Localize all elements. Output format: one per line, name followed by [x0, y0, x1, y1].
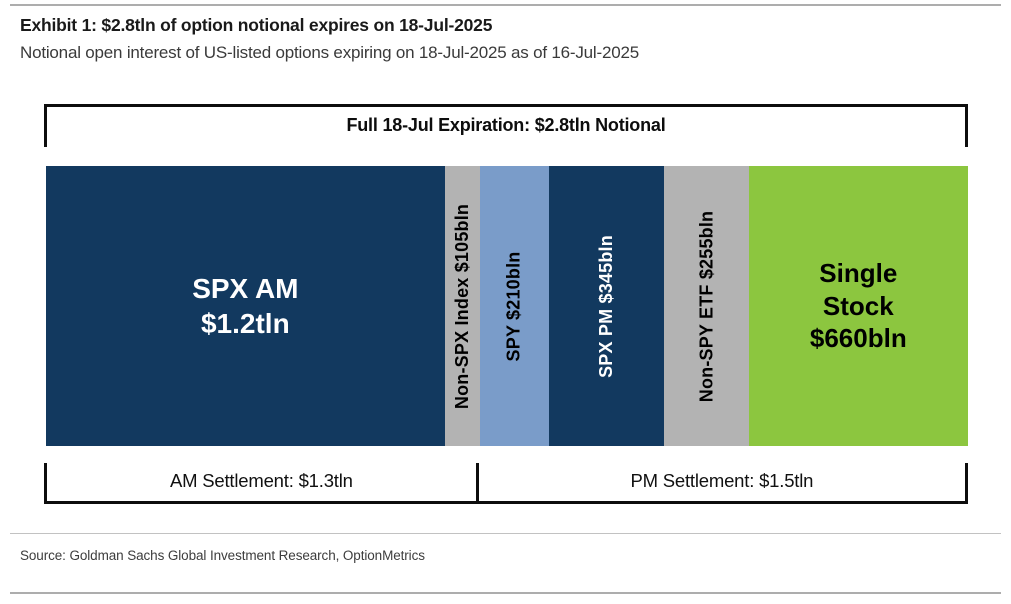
- segment-label-line: SPX AM: [192, 273, 299, 304]
- segment-label-vertical: SPX PM $345bln: [596, 234, 617, 378]
- stacked-bar: SPX AM $1.2tln Non-SPX Index $105bln SPY…: [46, 166, 968, 446]
- source-text: Source: Goldman Sachs Global Investment …: [20, 548, 425, 563]
- bar-segment-non-spy-etf: Non-SPY ETF $255bln: [663, 166, 749, 446]
- am-settlement-bracket: AM Settlement: $1.3tln: [47, 463, 479, 501]
- total-expiration-bracket: Full 18-Jul Expiration: $2.8tln Notional: [44, 104, 968, 147]
- pm-settlement-bracket: PM Settlement: $1.5tln: [479, 463, 965, 501]
- source-divider-rule: [10, 533, 1001, 534]
- segment-label-vertical: SPY $210bln: [503, 251, 524, 361]
- bar-segment-non-spx-index: Non-SPX Index $105bln: [444, 166, 480, 446]
- bottom-divider-rule: [10, 592, 1001, 594]
- page-subtitle: Notional open interest of US-listed opti…: [20, 43, 639, 62]
- segment-label-line: Stock: [822, 290, 894, 321]
- page-title: Exhibit 1: $2.8tln of option notional ex…: [20, 15, 493, 35]
- settlement-brackets: AM Settlement: $1.3tln PM Settlement: $1…: [44, 463, 968, 504]
- segment-label-line: Single: [819, 258, 898, 289]
- bar-segment-spy: SPY $210bln: [479, 166, 550, 446]
- segment-label-line: $660bln: [809, 323, 907, 354]
- am-settlement-label: AM Settlement: $1.3tln: [169, 470, 353, 491]
- pm-settlement-label: PM Settlement: $1.5tln: [630, 470, 814, 491]
- bar-segment-single-stock: Single Stock $660bln: [748, 166, 968, 446]
- segment-label-vertical: Non-SPY ETF $255bln: [695, 210, 716, 402]
- bar-segment-spx-am: SPX AM $1.2tln: [46, 166, 445, 446]
- segment-label-line: $1.2tln: [200, 308, 290, 339]
- top-divider-rule: [10, 4, 1001, 6]
- total-expiration-label: Full 18-Jul Expiration: $2.8tln Notional: [346, 114, 666, 135]
- segment-label-vertical: Non-SPX Index $105bln: [451, 203, 472, 409]
- bar-segment-spx-pm: SPX PM $345bln: [549, 166, 664, 446]
